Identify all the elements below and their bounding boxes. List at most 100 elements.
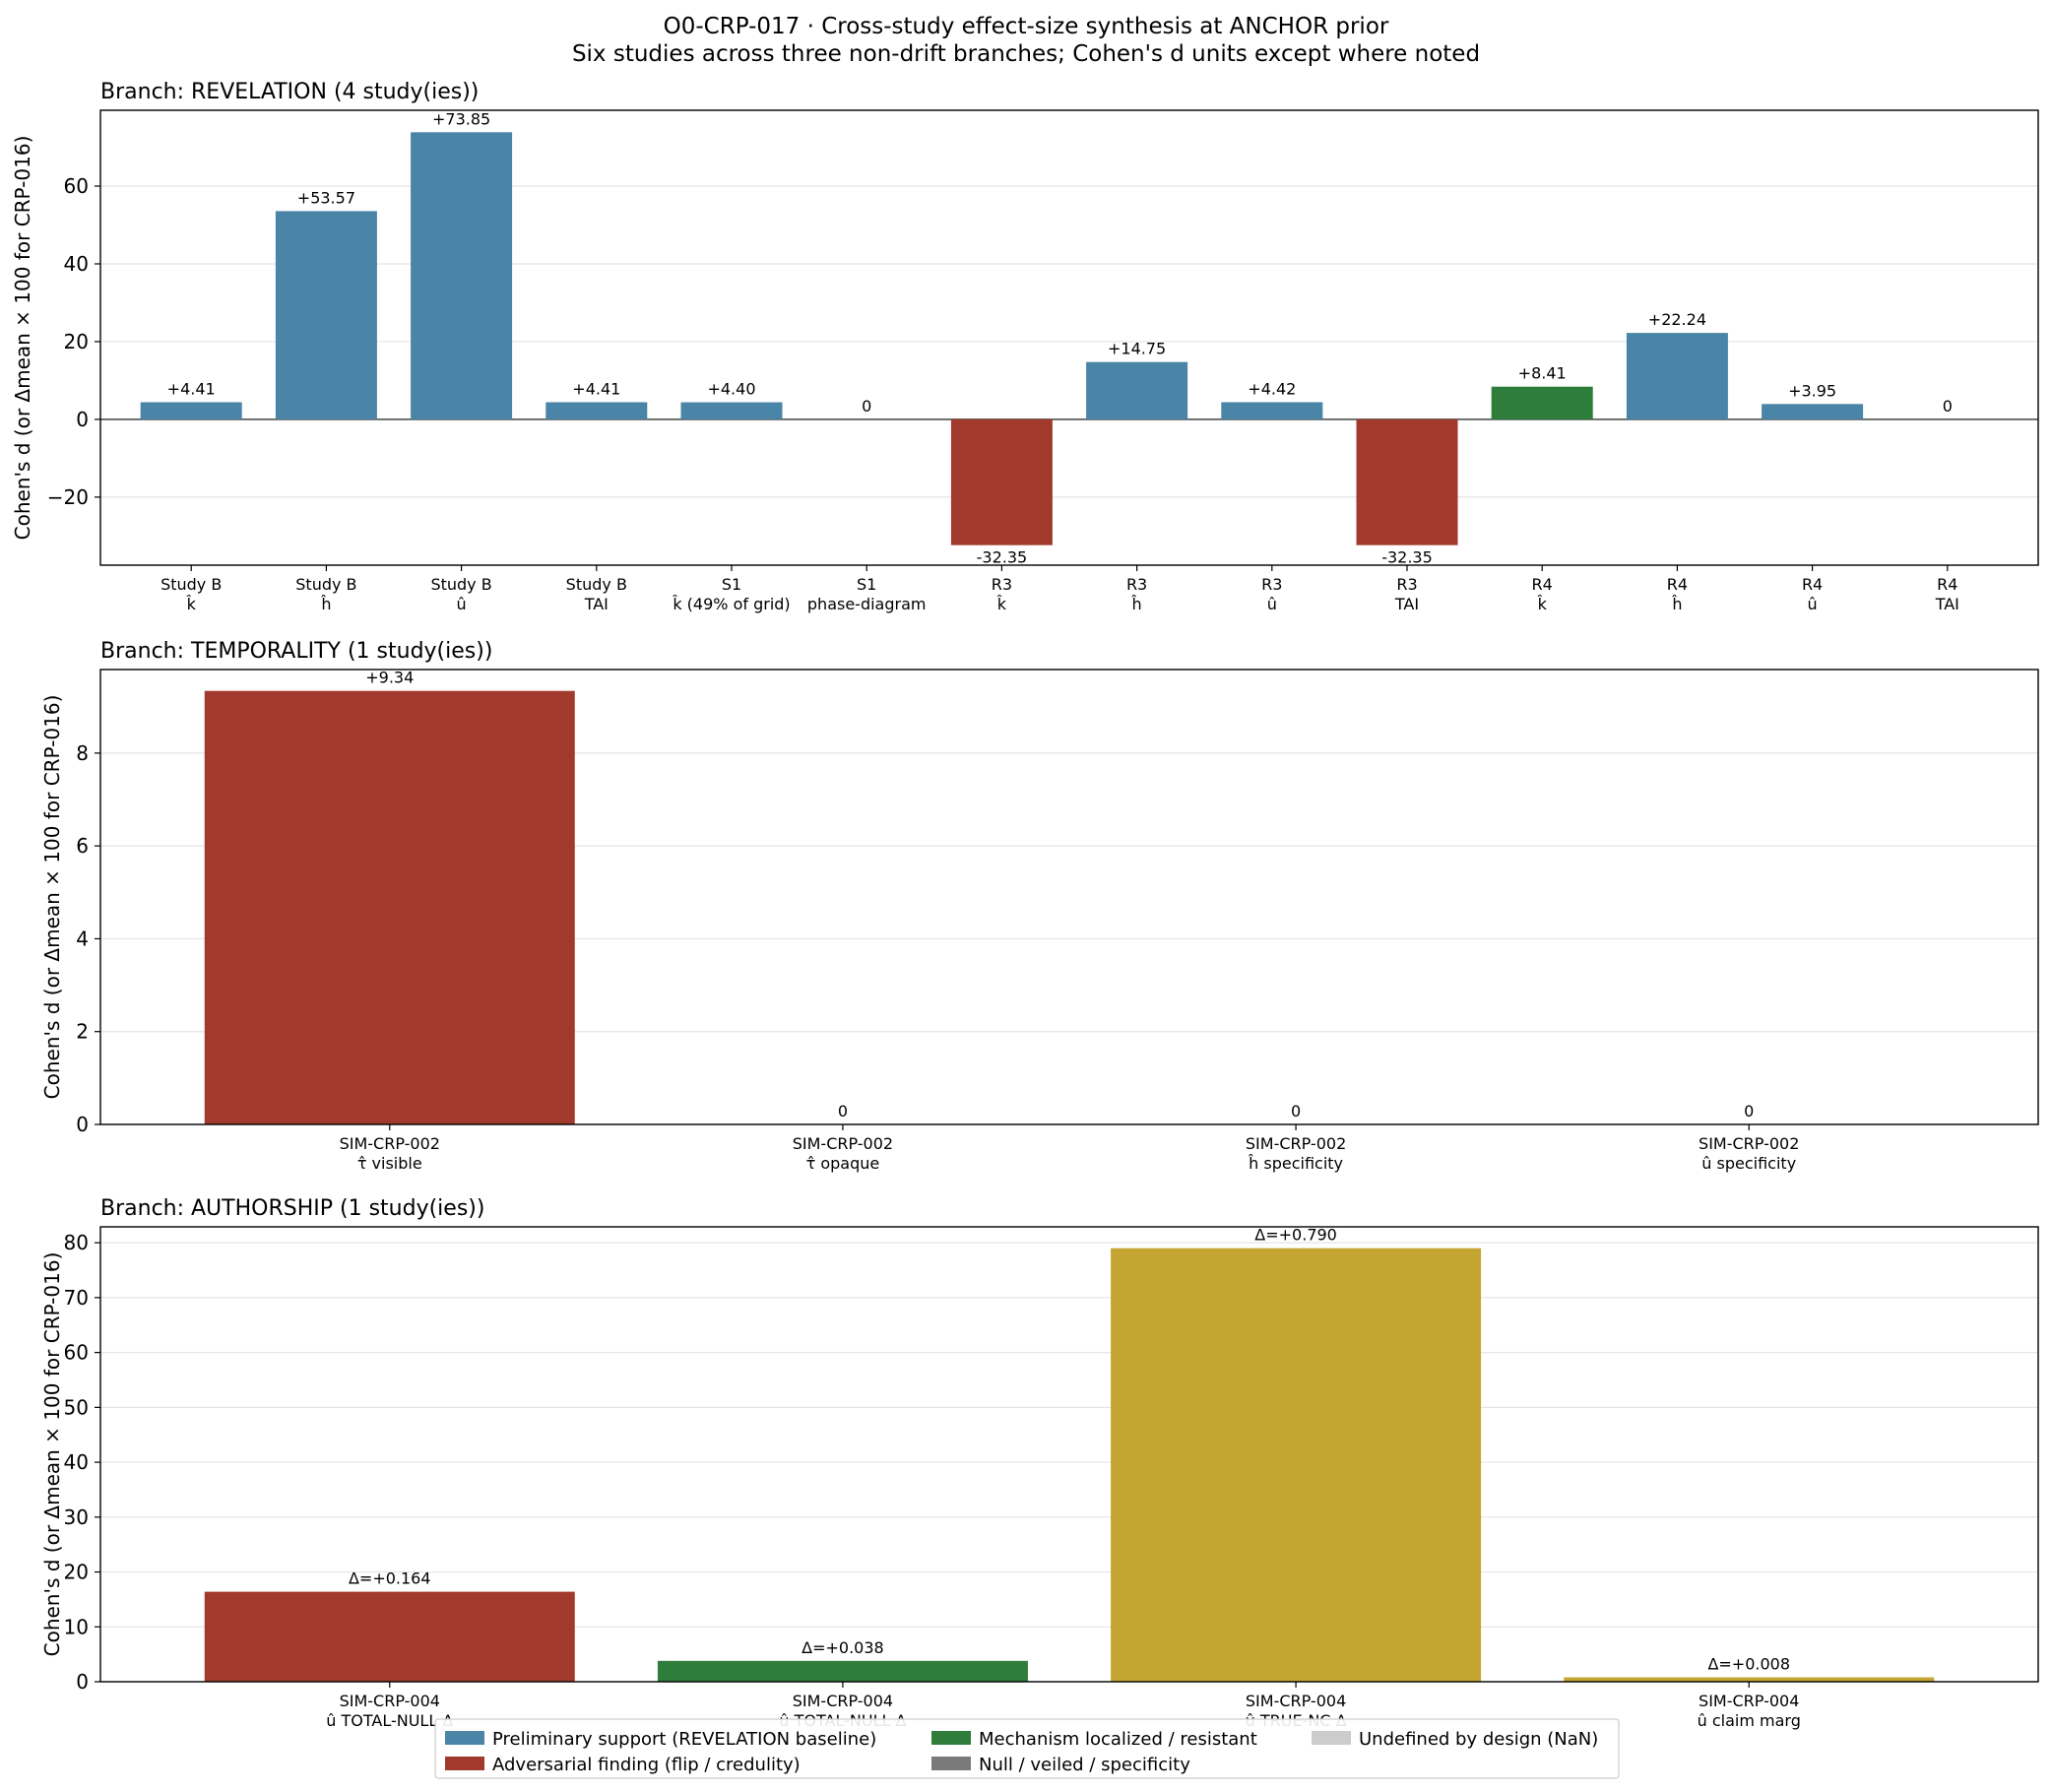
data-label: +4.41 — [572, 380, 620, 399]
axes-frame — [99, 1226, 2039, 1683]
figure-title: O0-CRP-017 · Cross-study effect-size syn… — [664, 14, 1389, 39]
x-tick-label: τ̂ visible — [357, 1154, 422, 1173]
figure-subtitle: Six studies across three non-drift branc… — [572, 41, 1480, 67]
y-tick-label: 20 — [64, 330, 89, 353]
x-tick-label: SIM-CRP-002 — [1699, 1134, 1799, 1153]
bar — [275, 211, 377, 419]
x-tick-label: R4 — [1937, 575, 1957, 594]
x-tick-label: û claim marg — [1698, 1711, 1801, 1730]
panel-title: Branch: AUTHORSHIP (1 study(ies)) — [100, 1196, 484, 1221]
y-tick-label: 30 — [64, 1505, 89, 1529]
x-tick-label: R3 — [992, 575, 1012, 594]
y-tick-label: 70 — [64, 1286, 89, 1310]
data-label: Δ=+0.038 — [802, 1638, 884, 1657]
x-tick-label: Study B — [566, 575, 627, 594]
x-tick-label: R4 — [1802, 575, 1823, 594]
legend-swatch — [931, 1757, 971, 1770]
legend-label: Preliminary support (REVELATION baseline… — [492, 1729, 876, 1750]
x-tick-label: R4 — [1532, 575, 1553, 594]
data-label: +73.85 — [432, 109, 490, 128]
data-label: 0 — [1744, 1102, 1754, 1120]
x-tick-label: Study B — [295, 575, 356, 594]
data-label: +8.41 — [1518, 364, 1567, 383]
y-tick-label: 0 — [76, 1113, 89, 1136]
data-label: Δ=+0.790 — [1254, 1226, 1337, 1245]
y-tick-label: 8 — [76, 741, 89, 765]
bar — [1111, 1248, 1482, 1682]
data-label: +9.34 — [365, 669, 414, 687]
y-tick-label: 60 — [64, 1341, 89, 1365]
data-label: 0 — [1943, 397, 1953, 416]
x-tick-label: û — [1267, 595, 1277, 613]
y-tick-label: 80 — [64, 1231, 89, 1254]
legend-label: Mechanism localized / resistant — [979, 1729, 1257, 1750]
data-label: -32.35 — [977, 548, 1028, 567]
legend-label: Adversarial finding (flip / credulity) — [492, 1755, 801, 1775]
bar — [657, 1660, 1028, 1682]
x-tick-label: k̂ (49% of grid) — [673, 595, 791, 613]
data-label: 0 — [862, 397, 871, 416]
x-tick-label: TAI — [584, 595, 609, 613]
x-tick-label: TAI — [1394, 595, 1419, 613]
y-tick-label: 4 — [76, 927, 89, 950]
y-tick-label: 10 — [64, 1615, 89, 1638]
x-tick-label: û — [457, 595, 467, 613]
x-tick-label: k̂ — [186, 595, 197, 613]
y-tick-label: −20 — [47, 485, 89, 509]
x-tick-label: k̂ — [996, 595, 1007, 613]
bar — [680, 402, 783, 419]
x-tick-label: SIM-CRP-004 — [1699, 1692, 1799, 1710]
x-tick-label: phase-diagram — [807, 595, 927, 613]
bar — [204, 690, 575, 1124]
x-tick-label: ĥ — [320, 595, 331, 613]
x-tick-label: SIM-CRP-004 — [1246, 1692, 1346, 1710]
y-tick-label: 2 — [76, 1020, 89, 1044]
bar — [545, 402, 648, 419]
panel-2: 0 2 4 6 8 +9.34 SIM-CRP-002 τ̂ visible 0 SIM-CRP-… — [40, 639, 2039, 1173]
x-tick-label: R3 — [1396, 575, 1417, 594]
x-tick-label: R3 — [1126, 575, 1147, 594]
data-label: +22.24 — [1648, 310, 1706, 329]
axes-frame — [99, 669, 2039, 1125]
legend-label: Undefined by design (NaN) — [1359, 1729, 1598, 1750]
data-label: Δ=+0.164 — [349, 1569, 431, 1588]
panel-title: Branch: REVELATION (4 study(ies)) — [100, 80, 479, 104]
data-label: +53.57 — [297, 188, 355, 207]
data-label: +4.41 — [167, 380, 216, 399]
x-tick-label: SIM-CRP-002 — [793, 1134, 893, 1153]
x-tick-label: Study B — [160, 575, 222, 594]
bar — [1086, 361, 1188, 419]
y-tick-label: 6 — [76, 834, 89, 858]
y-axis-label: Cohen's d (or Δmean × 100 for CRP-016) — [40, 695, 64, 1100]
data-label: +4.40 — [707, 380, 755, 399]
y-tick-label: 40 — [64, 1450, 89, 1474]
x-tick-label: û specificity — [1701, 1154, 1796, 1173]
data-label: +4.42 — [1248, 379, 1296, 398]
x-tick-label: ĥ — [1671, 595, 1682, 613]
legend-swatch — [445, 1731, 484, 1745]
x-tick-label: û TOTAL-NULL Δ — [326, 1711, 453, 1730]
x-tick-label: û — [1808, 595, 1818, 613]
data-label: +14.75 — [1108, 340, 1166, 358]
x-tick-label: ĥ specificity — [1248, 1154, 1343, 1173]
y-axis-label: Cohen's d (or Δmean × 100 for CRP-016) — [11, 136, 34, 541]
x-tick-label: ĥ — [1131, 595, 1142, 613]
data-label: 0 — [1291, 1102, 1301, 1120]
bar — [1356, 418, 1458, 545]
bar — [204, 1591, 575, 1682]
x-tick-label: S1 — [857, 575, 876, 594]
y-tick-label: 40 — [64, 252, 89, 276]
x-tick-label: k̂ — [1537, 595, 1548, 613]
legend-swatch — [445, 1757, 484, 1770]
y-tick-label: 60 — [64, 174, 89, 198]
bar — [1221, 402, 1323, 419]
x-tick-label: Study B — [430, 575, 491, 594]
data-label: Δ=+0.008 — [1707, 1655, 1790, 1674]
bar — [411, 132, 513, 419]
x-tick-label: R4 — [1667, 575, 1688, 594]
legend-swatch — [1312, 1731, 1351, 1745]
y-axis-label: Cohen's d (or Δmean × 100 for CRP-016) — [40, 1252, 64, 1657]
x-tick-label: SIM-CRP-004 — [340, 1692, 440, 1710]
